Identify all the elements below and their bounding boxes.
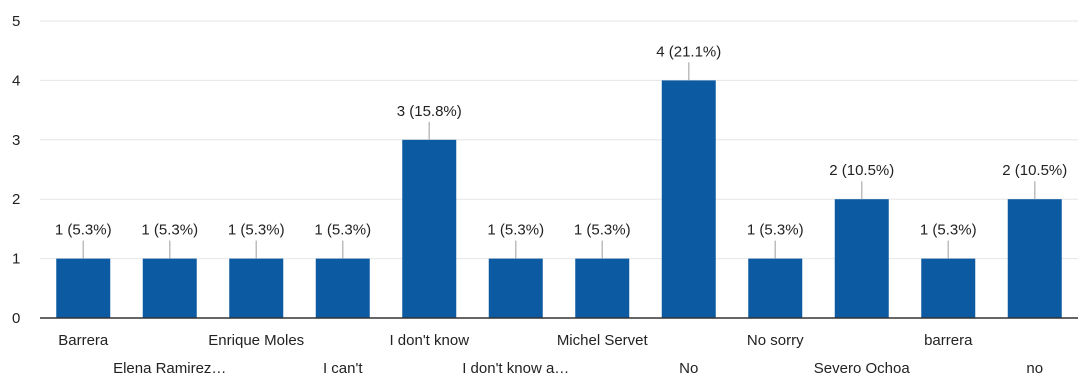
data-label: 1 (5.3%)	[487, 222, 544, 239]
data-label: 1 (5.3%)	[574, 222, 631, 239]
x-tick-label: Severo Ochoa	[814, 360, 911, 377]
data-label: 3 (15.8%)	[397, 103, 462, 120]
y-tick-label: 5	[12, 13, 20, 30]
data-label-leaders	[82, 62, 1036, 259]
x-tick-label: Barrera	[58, 332, 109, 349]
bar	[402, 139, 457, 318]
bar	[748, 258, 803, 318]
x-tick-label: No sorry	[747, 332, 804, 349]
data-labels: 1 (5.3%) 1 (5.3%) 1 (5.3%) 1 (5.3%) 3 (15.8%…	[55, 43, 1067, 238]
data-label: 1 (5.3%)	[920, 222, 977, 239]
x-tick-label: No	[679, 360, 698, 377]
x-tick-label: I don't know	[389, 332, 469, 349]
bars	[56, 80, 1062, 319]
bar	[661, 80, 716, 319]
bar	[142, 258, 197, 318]
bar	[1007, 199, 1062, 318]
y-tick-label: 3	[12, 132, 20, 149]
data-label: 1 (5.3%)	[55, 222, 112, 239]
gridlines	[40, 20, 1078, 260]
bar	[229, 258, 284, 318]
x-tick-label: I can't	[323, 360, 363, 377]
bar	[575, 258, 630, 318]
data-label: 1 (5.3%)	[141, 222, 198, 239]
bar	[56, 258, 111, 318]
data-label: 1 (5.3%)	[314, 222, 371, 239]
y-tick-label: 2	[12, 191, 20, 208]
y-tick-label: 1	[12, 251, 20, 268]
x-tick-label: Michel Servet	[557, 332, 649, 349]
data-label: 4 (21.1%)	[656, 43, 721, 60]
x-tick-label: I don't know a…	[462, 360, 569, 377]
bar	[834, 199, 889, 318]
bar	[488, 258, 543, 318]
x-tick-label: no	[1026, 360, 1043, 377]
bar	[315, 258, 370, 318]
data-label: 1 (5.3%)	[228, 222, 285, 239]
x-tick-label: Elena Ramirez…	[113, 360, 226, 377]
bar	[921, 258, 976, 318]
y-tick-label: 0	[12, 310, 20, 327]
x-tick-label: Enrique Moles	[208, 332, 304, 349]
y-axis-ticks: 0 1 2 3 4 5	[12, 13, 20, 327]
data-label: 1 (5.3%)	[747, 222, 804, 239]
y-tick-label: 4	[12, 72, 20, 89]
data-label: 2 (10.5%)	[1002, 162, 1067, 179]
data-label: 2 (10.5%)	[829, 162, 894, 179]
x-tick-label: barrera	[924, 332, 973, 349]
